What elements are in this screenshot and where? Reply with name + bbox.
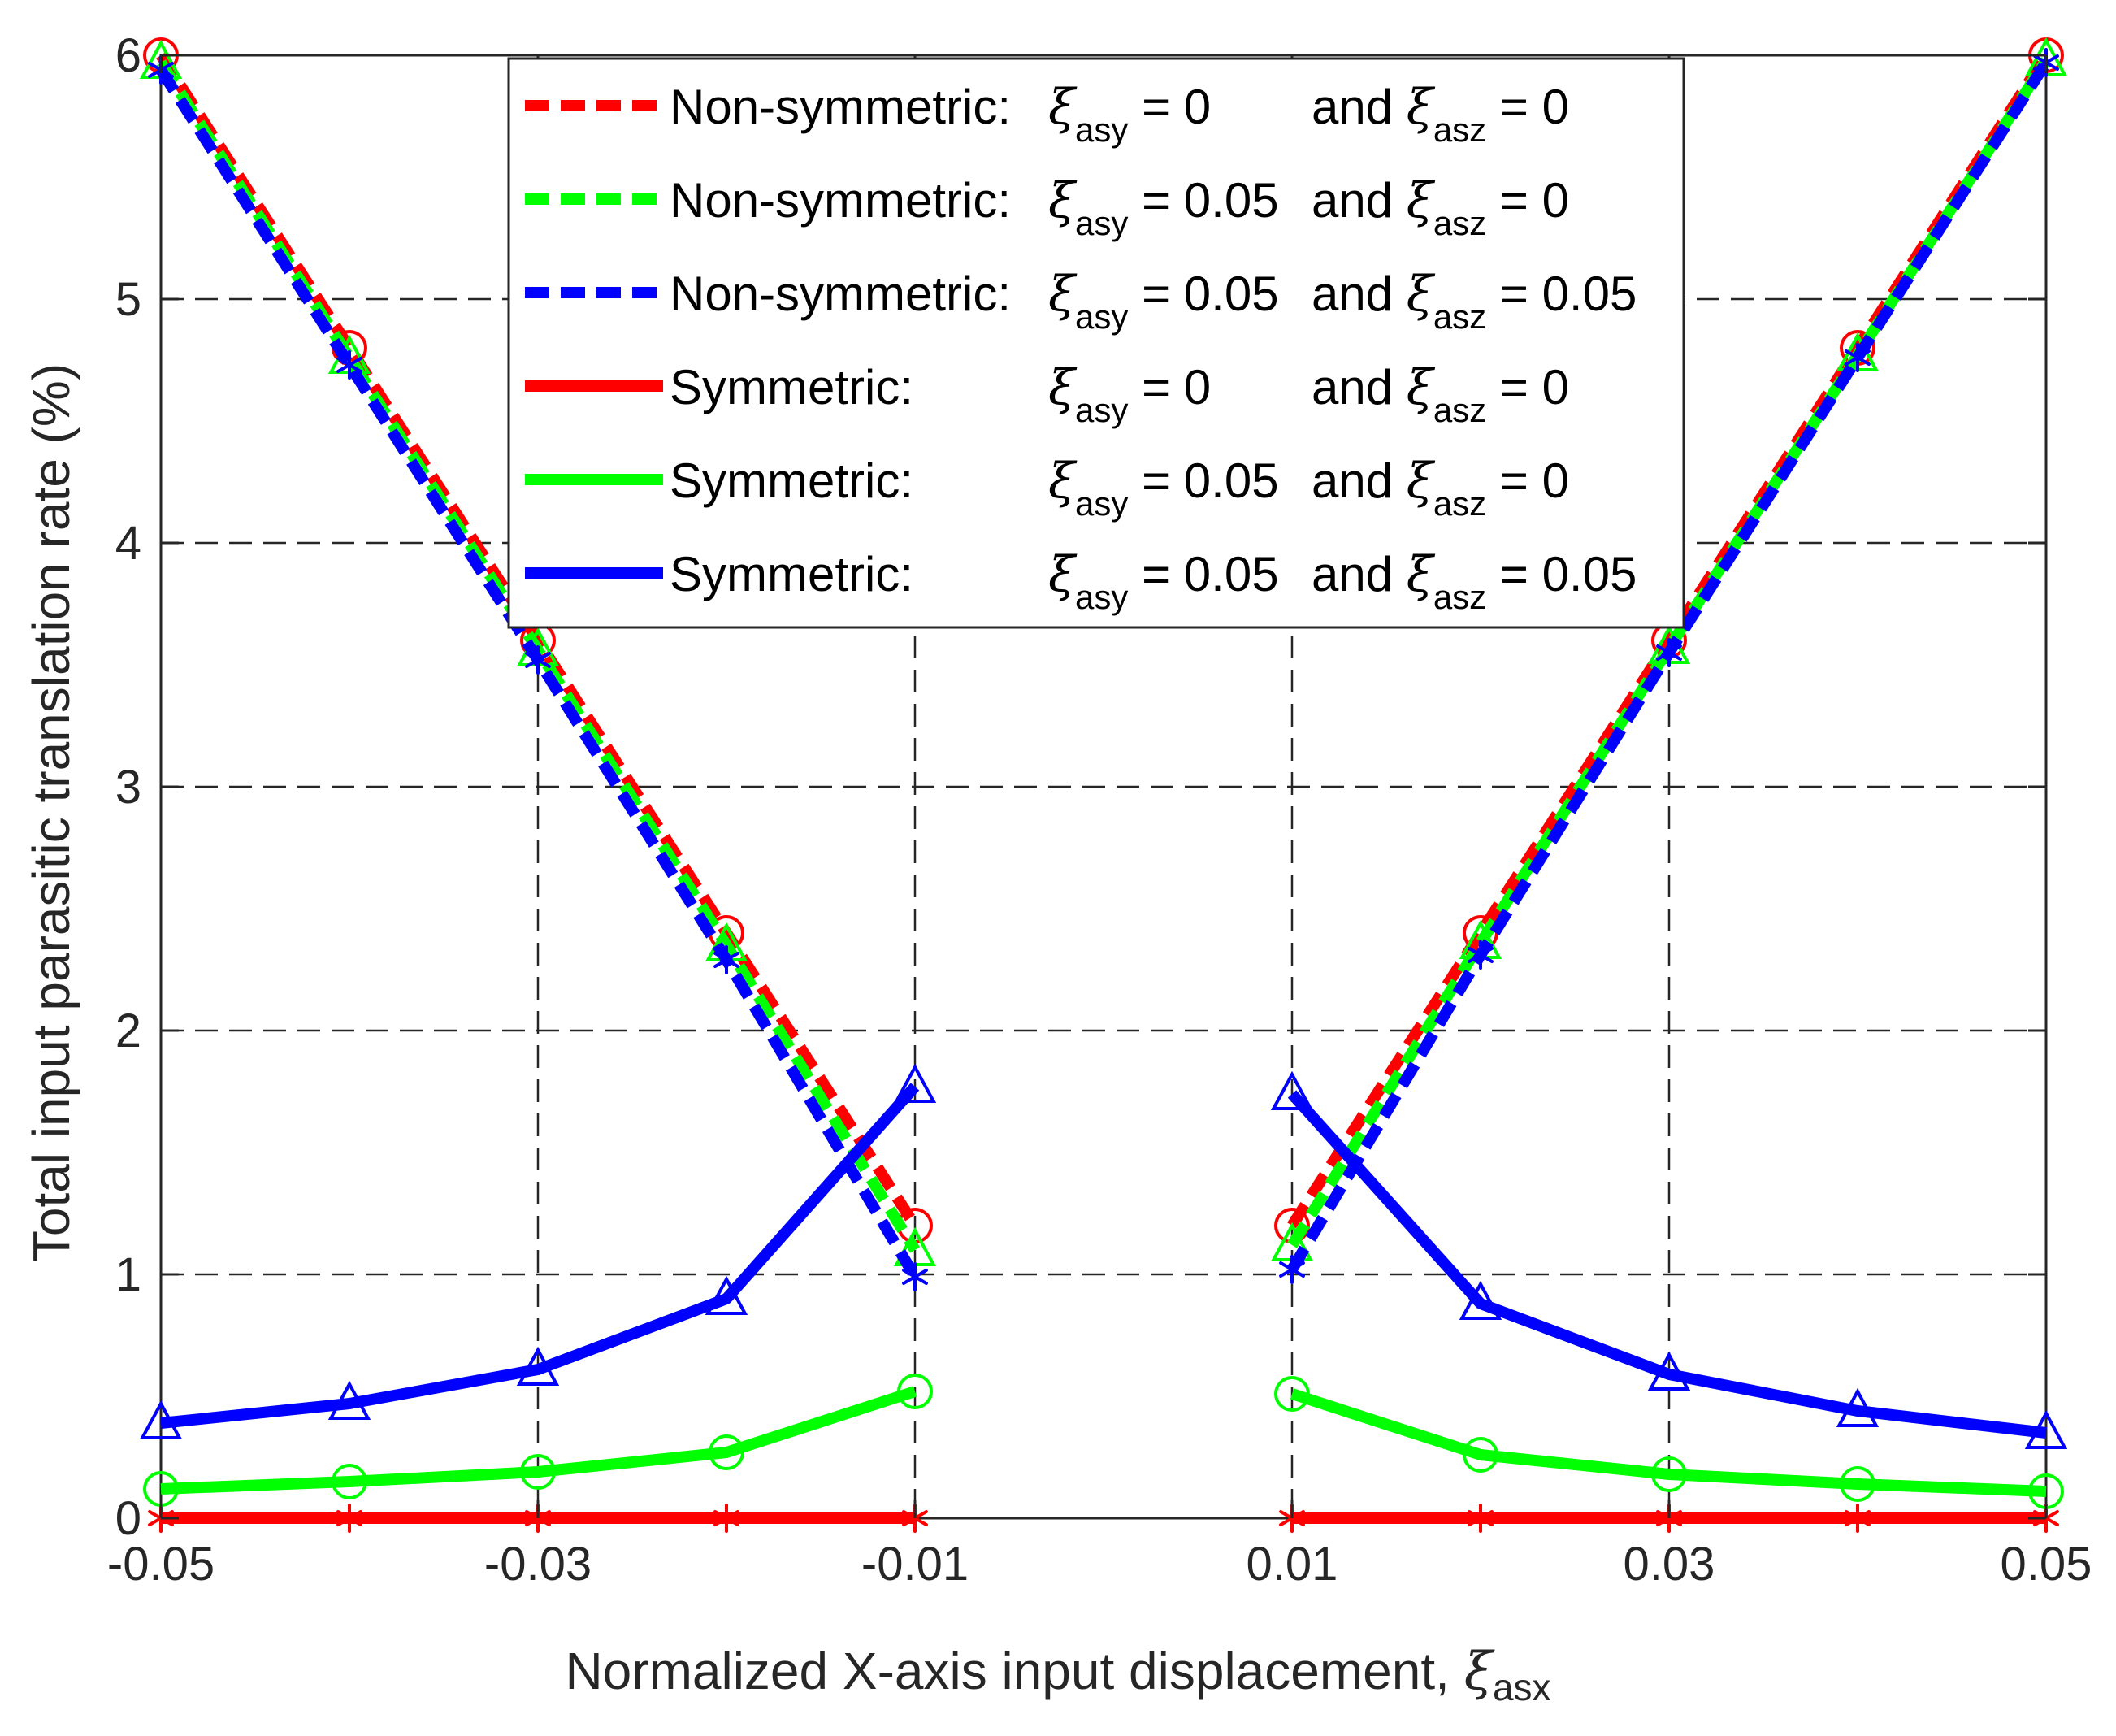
data-point [1845,1504,1871,1533]
x-axis-title: Normalized X-axis input displacement, ξa… [565,1642,1550,1708]
data-point [1270,1070,1314,1110]
series-3 [148,48,2059,1291]
legend-entry-2: Non-symmetric: ξasy = 0.05 and ξasz = 0 [525,172,1569,242]
data-point [525,645,551,675]
series-6 [139,1063,2068,1449]
legend-label: Symmetric: [670,547,913,601]
data-point [1647,1351,1691,1391]
y-tick-label: 3 [115,761,141,814]
data-point [1468,1504,1494,1533]
y-axis-title: Total input parasitic translation rate (… [22,363,80,1262]
data-point [1468,940,1494,970]
legend-label: Non-symmetric: [670,80,1011,134]
y-tick-label: 5 [115,273,141,326]
legend-label: and ξasz = 0 [1312,359,1569,429]
series-line [1290,1388,2047,1497]
legend-label: and ξasz = 0 [1312,172,1569,242]
data-point [1279,1255,1305,1284]
series-line [160,1083,920,1429]
data-point [1845,343,1871,372]
y-tick-label: 4 [115,517,141,570]
legend-label: Symmetric: [670,454,913,508]
data-point [709,1434,744,1470]
legend: Non-symmetric: ξasy = 0 and ξasz = 0Non-sy… [507,57,1685,629]
x-axis-title-symbol: ξ [1464,1642,1495,1702]
legend-entry-6: Symmetric: ξasy = 0.05 and ξasz = 0.05 [525,546,1637,616]
legend-label: and ξasz = 0.05 [1312,266,1637,336]
data-point [897,1374,933,1409]
data-point [2024,1409,2068,1449]
x-axis-title-subscript: asx [1493,1666,1551,1708]
data-point [1459,1280,1502,1320]
data-point [713,945,739,974]
legend-label: ξasy = 0 [1048,79,1211,149]
data-point [327,1380,371,1420]
legend-entry-1: Non-symmetric: ξasy = 0 and ξasz = 0 [525,79,1569,149]
data-point [705,1275,748,1315]
y-tick-label: 2 [115,1005,141,1057]
data-point [1836,1387,1880,1427]
y-tick-label: 6 [115,29,141,82]
series-5 [143,1374,2064,1509]
legend-label: and ξasz = 0.05 [1312,546,1637,616]
x-tick-label: 0.03 [1624,1538,1715,1591]
legend-entry-4: Symmetric: ξasy = 0 and ξasz = 0 [525,359,1569,429]
legend-entry-5: Symmetric: ξasy = 0.05 and ξasz = 0 [525,453,1569,523]
x-tick-label: -0.05 [107,1538,215,1591]
legend-label: Symmetric: [670,360,913,414]
data-point [713,1504,739,1533]
data-point [1274,1376,1310,1412]
series-line [1287,1090,2047,1439]
legend-label: ξasy = 0.05 [1048,546,1279,616]
data-point [893,1063,937,1103]
x-tick-label: -0.01 [861,1538,969,1591]
data-point [1656,638,1682,667]
x-tick-label: -0.03 [484,1538,592,1591]
data-point [139,1400,183,1439]
legend-label: ξasy = 0.05 [1048,172,1279,242]
legend-label: ξasy = 0 [1048,359,1211,429]
series-line [160,1386,917,1495]
data-point [1463,1437,1498,1473]
data-point [1651,1456,1687,1492]
data-point [336,350,362,380]
x-tick-label: 0.01 [1247,1538,1338,1591]
legend-entry-3: Non-symmetric: ξasy = 0.05 and ξasz = 0.05 [525,266,1637,336]
y-tick-label: 1 [115,1248,141,1301]
legend-label: Non-symmetric: [670,267,1011,321]
legend-label: ξasy = 0.05 [1048,453,1279,523]
legend-box [507,57,1685,629]
legend-label: and ξasz = 0 [1312,79,1569,149]
data-point [336,1504,362,1533]
x-axis-title-text: Normalized X-axis input displacement, [565,1642,1449,1700]
data-point [902,1262,928,1291]
legend-label: and ξasz = 0 [1312,453,1569,523]
series-layer [139,37,2068,1533]
data-point [1840,1466,1875,1502]
y-tick-label: 0 [115,1492,141,1545]
legend-label: Non-symmetric: [670,173,1011,228]
data-point [520,1454,556,1490]
data-point [516,1346,560,1386]
x-tick-label: 0.05 [2001,1538,2092,1591]
data-point [332,1464,367,1499]
series-line [1287,57,2051,1248]
legend-label: ξasy = 0.05 [1048,266,1279,336]
